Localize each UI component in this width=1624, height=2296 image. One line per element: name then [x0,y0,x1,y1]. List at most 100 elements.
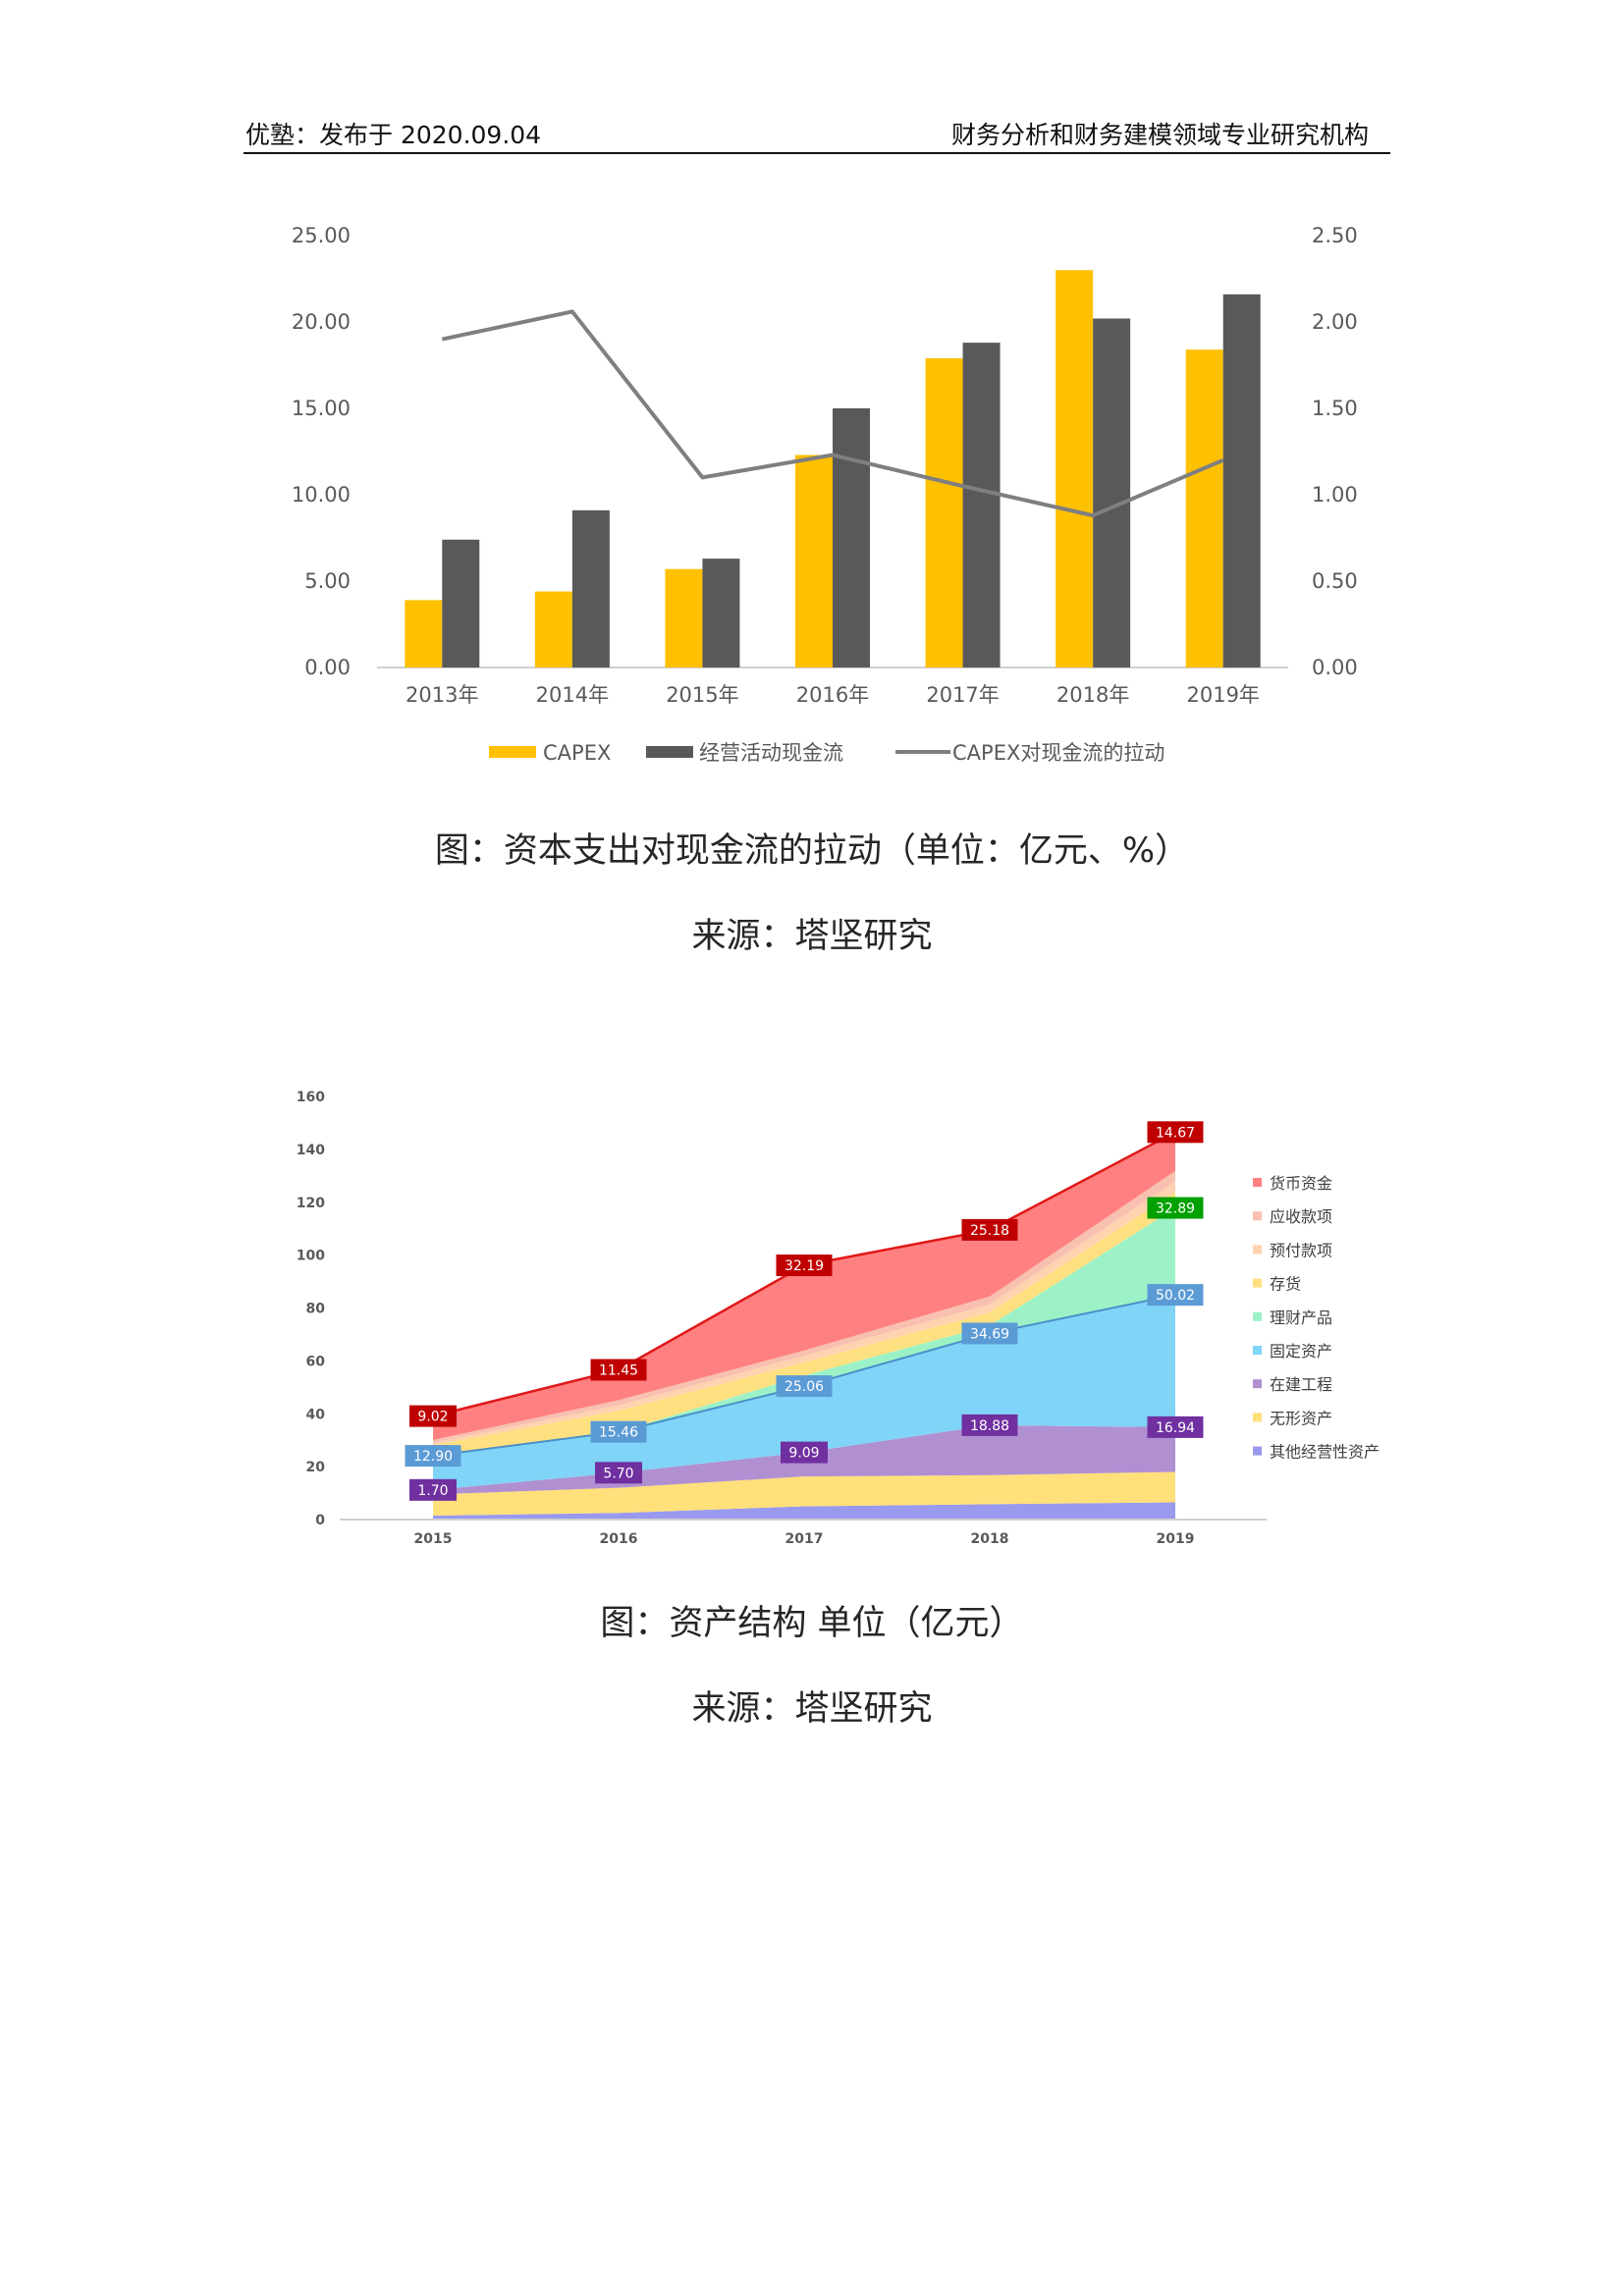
y2-axis-tick-label: 0.50 [1312,569,1358,593]
data-label-box [781,1441,828,1464]
x-axis-tick-label: 2017年 [926,683,999,707]
legend-cashflow-label: 经营活动现金流 [699,741,843,765]
chart2-source: 来源：塔坚研究 [691,1689,933,1729]
x-axis-tick-label: 2017 [785,1531,824,1547]
data-label-在建工程: 18.88 [970,1418,1009,1434]
data-label-box [409,1478,457,1501]
x-axis-tick-label: 2013年 [406,683,478,707]
data-label-box [1147,1284,1204,1307]
capex-bar [534,591,572,667]
x-axis-tick-label: 2019年 [1186,683,1259,707]
y-axis-tick-label: 60 [306,1354,326,1369]
legend-label: 货币资金 [1270,1174,1332,1193]
data-label-box [409,1405,457,1427]
x-axis-tick-label: 2015年 [666,683,738,707]
y-axis-tick-label: 100 [297,1249,325,1264]
y-axis-tick-label: 0 [315,1513,325,1528]
data-label-box [961,1414,1018,1436]
legend-cashflow-swatch [646,746,693,758]
data-label-box [776,1255,833,1277]
y2-axis-tick-label: 1.50 [1312,397,1358,420]
y-axis-tick-label: 140 [297,1143,325,1158]
data-label-box [590,1420,647,1443]
data-label-固定资产: 25.06 [785,1379,824,1395]
capex-bar [405,600,443,667]
capex-bar [1185,349,1223,667]
legend-swatch [1253,1178,1262,1187]
y-axis-tick-label: 15.00 [292,397,351,420]
legend-label: 理财产品 [1270,1308,1332,1327]
capex-bar [665,568,703,667]
header-org-tagline: 财务分析和财务建模领域专业研究机构 [950,121,1369,149]
data-label-在建工程: 1.70 [417,1483,448,1499]
x-axis-tick-label: 2018年 [1056,683,1129,707]
x-axis-tick-label: 2016 [600,1531,638,1547]
legend-label: 预付款项 [1270,1241,1332,1259]
operating-cashflow-bar [571,509,610,667]
capex-pull-ratio-line [441,309,1224,518]
data-label-box [590,1359,647,1381]
operating-cashflow-bar [1093,318,1131,667]
operating-cashflow-bar [442,539,480,667]
header-publish-date: 优塾：发布于 2020.09.04 [245,121,542,149]
x-axis-tick-label: 2016年 [796,683,869,707]
header-divider [244,152,1390,154]
data-label-在建工程: 5.70 [603,1466,633,1481]
legend-label: 其他经营性资产 [1270,1443,1380,1462]
data-label-box [1147,1121,1204,1144]
data-label-货币资金: 14.67 [1156,1125,1195,1141]
capex-bar [925,357,963,667]
legend-swatch [1253,1446,1262,1456]
capex-cashflow-chart: 0.00 5.00 10.00 15.00 20.00 25.00 0.00 0.50 1.00… [292,224,1358,765]
y-axis-tick-label: 120 [297,1196,325,1211]
y-axis-tick-label: 0.00 [304,656,351,679]
capex-bar [1056,270,1094,667]
area-货币资金 [433,1132,1175,1440]
data-label-在建工程: 9.09 [788,1446,819,1462]
legend-swatch [1253,1413,1262,1422]
asset-structure-chart: 0 20 40 60 80 100 120 140 160 2015 2016 2017 2018 201… [297,1090,1380,1547]
legend-swatch [1253,1379,1262,1389]
data-label-box [405,1445,461,1468]
operating-cashflow-bar [702,559,740,667]
data-label-box [595,1462,642,1484]
x-axis-tick-label: 2019 [1157,1531,1195,1547]
data-label-固定资产: 34.69 [970,1326,1009,1342]
chart1-source: 来源：塔坚研究 [691,917,933,956]
y-axis-tick-label: 40 [306,1407,326,1422]
legend-label: 无形资产 [1270,1409,1332,1427]
data-label-box [1147,1197,1204,1219]
y2-axis-tick-label: 2.50 [1312,224,1358,247]
chart2-title: 图：资产结构 单位（亿元） [600,1604,1024,1643]
legend-swatch [1253,1346,1262,1355]
x-axis-tick-label: 2015 [414,1531,453,1547]
legend-swatch [1253,1245,1262,1255]
data-label-在建工程: 16.94 [1156,1420,1195,1436]
y2-axis-tick-label: 2.00 [1312,310,1358,334]
operating-cashflow-bar [1222,294,1261,667]
data-label-理财产品: 32.89 [1156,1201,1195,1217]
data-label-box [776,1375,833,1398]
legend-label: 存货 [1270,1275,1301,1294]
x-axis-tick-label: 2014年 [536,683,609,707]
legend-label: 固定资产 [1270,1342,1332,1361]
data-label-box [1147,1415,1204,1438]
legend-capex-label: CAPEX [543,741,611,765]
data-label-货币资金: 32.19 [785,1258,824,1274]
x-axis-tick-label: 2018 [971,1531,1009,1547]
y2-axis-tick-label: 0.00 [1312,656,1358,679]
operating-cashflow-bar [833,408,870,667]
y-axis-tick-label: 10.00 [292,483,351,507]
y-axis-tick-label: 20.00 [292,310,351,334]
legend-swatch [1253,1211,1262,1221]
chart1-title: 图：资本支出对现金流的拉动（单位：亿元、%） [434,831,1190,871]
legend-ratio-label: CAPEX对现金流的拉动 [952,741,1164,765]
data-label-货币资金: 9.02 [417,1410,448,1425]
legend-swatch [1253,1278,1262,1288]
data-label-固定资产: 50.02 [1156,1288,1195,1304]
legend-swatch [1253,1311,1262,1321]
y-axis-tick-label: 20 [306,1460,326,1475]
data-label-box [961,1218,1018,1241]
y-axis-tick-label: 5.00 [304,569,351,593]
data-label-固定资产: 15.46 [599,1425,638,1441]
